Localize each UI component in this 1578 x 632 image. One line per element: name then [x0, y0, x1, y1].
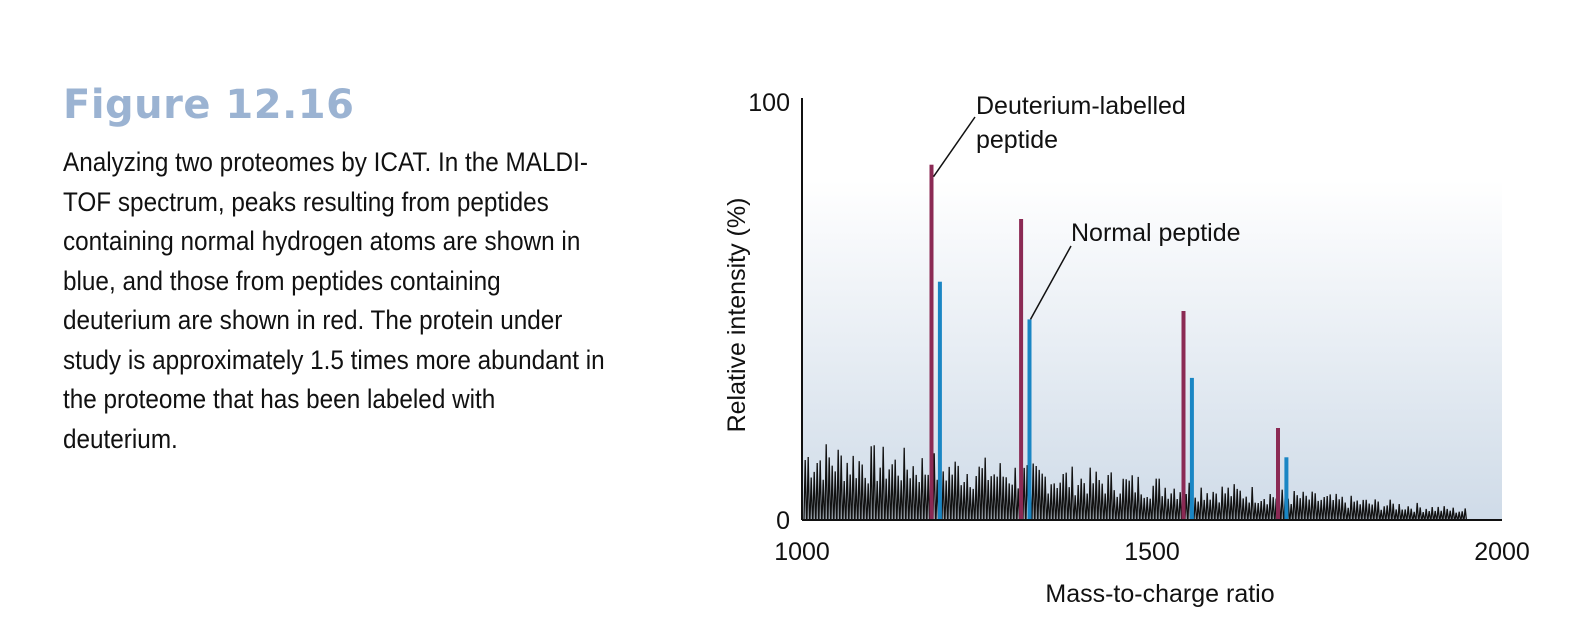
x-tick-label: 1000 — [774, 538, 830, 566]
x-tick-label: 2000 — [1474, 538, 1530, 566]
deuterium-peak-3 — [1181, 311, 1186, 520]
deuterium-leader-line — [932, 116, 976, 178]
normal-peak-3 — [1189, 377, 1194, 520]
deuterium-peak-4 — [1276, 428, 1280, 520]
x-axis-title: Mass-to-charge ratio — [1045, 580, 1274, 608]
figure-caption: Analyzing two proteomes by ICAT. In the … — [63, 147, 605, 454]
normal-peak-2 — [1027, 319, 1032, 520]
normal-leader-line — [1029, 245, 1072, 320]
y-axis-title: Relative intensity (%) — [723, 198, 751, 433]
background-noise-peaks — [803, 444, 1468, 521]
normal-annotation-label: Normal peptide — [1071, 219, 1241, 247]
figure-title: Figure 12.16 — [63, 82, 355, 128]
x-tick-label: 1500 — [1124, 538, 1180, 566]
deuterium-annotation-label: Deuterium-labelled — [976, 92, 1186, 120]
plot-background — [802, 180, 1502, 520]
annotations: Deuterium-labelled peptide Normal peptide — [932, 92, 1241, 320]
normal-peak-4 — [1284, 457, 1289, 520]
y-tick-label: 100 — [748, 89, 790, 117]
noise-spectrum-line — [803, 444, 1468, 521]
deuterium-annotation-label: peptide — [976, 126, 1058, 154]
y-tick-label: 0 — [776, 507, 790, 535]
deuterium-peak-2 — [1019, 219, 1024, 520]
axis-ticks: 1000 1500 2000 0 100 — [748, 89, 1530, 566]
normal-peak-1 — [937, 281, 942, 520]
peptide-peaks — [929, 164, 1289, 520]
deuterium-peak-1 — [929, 164, 934, 520]
